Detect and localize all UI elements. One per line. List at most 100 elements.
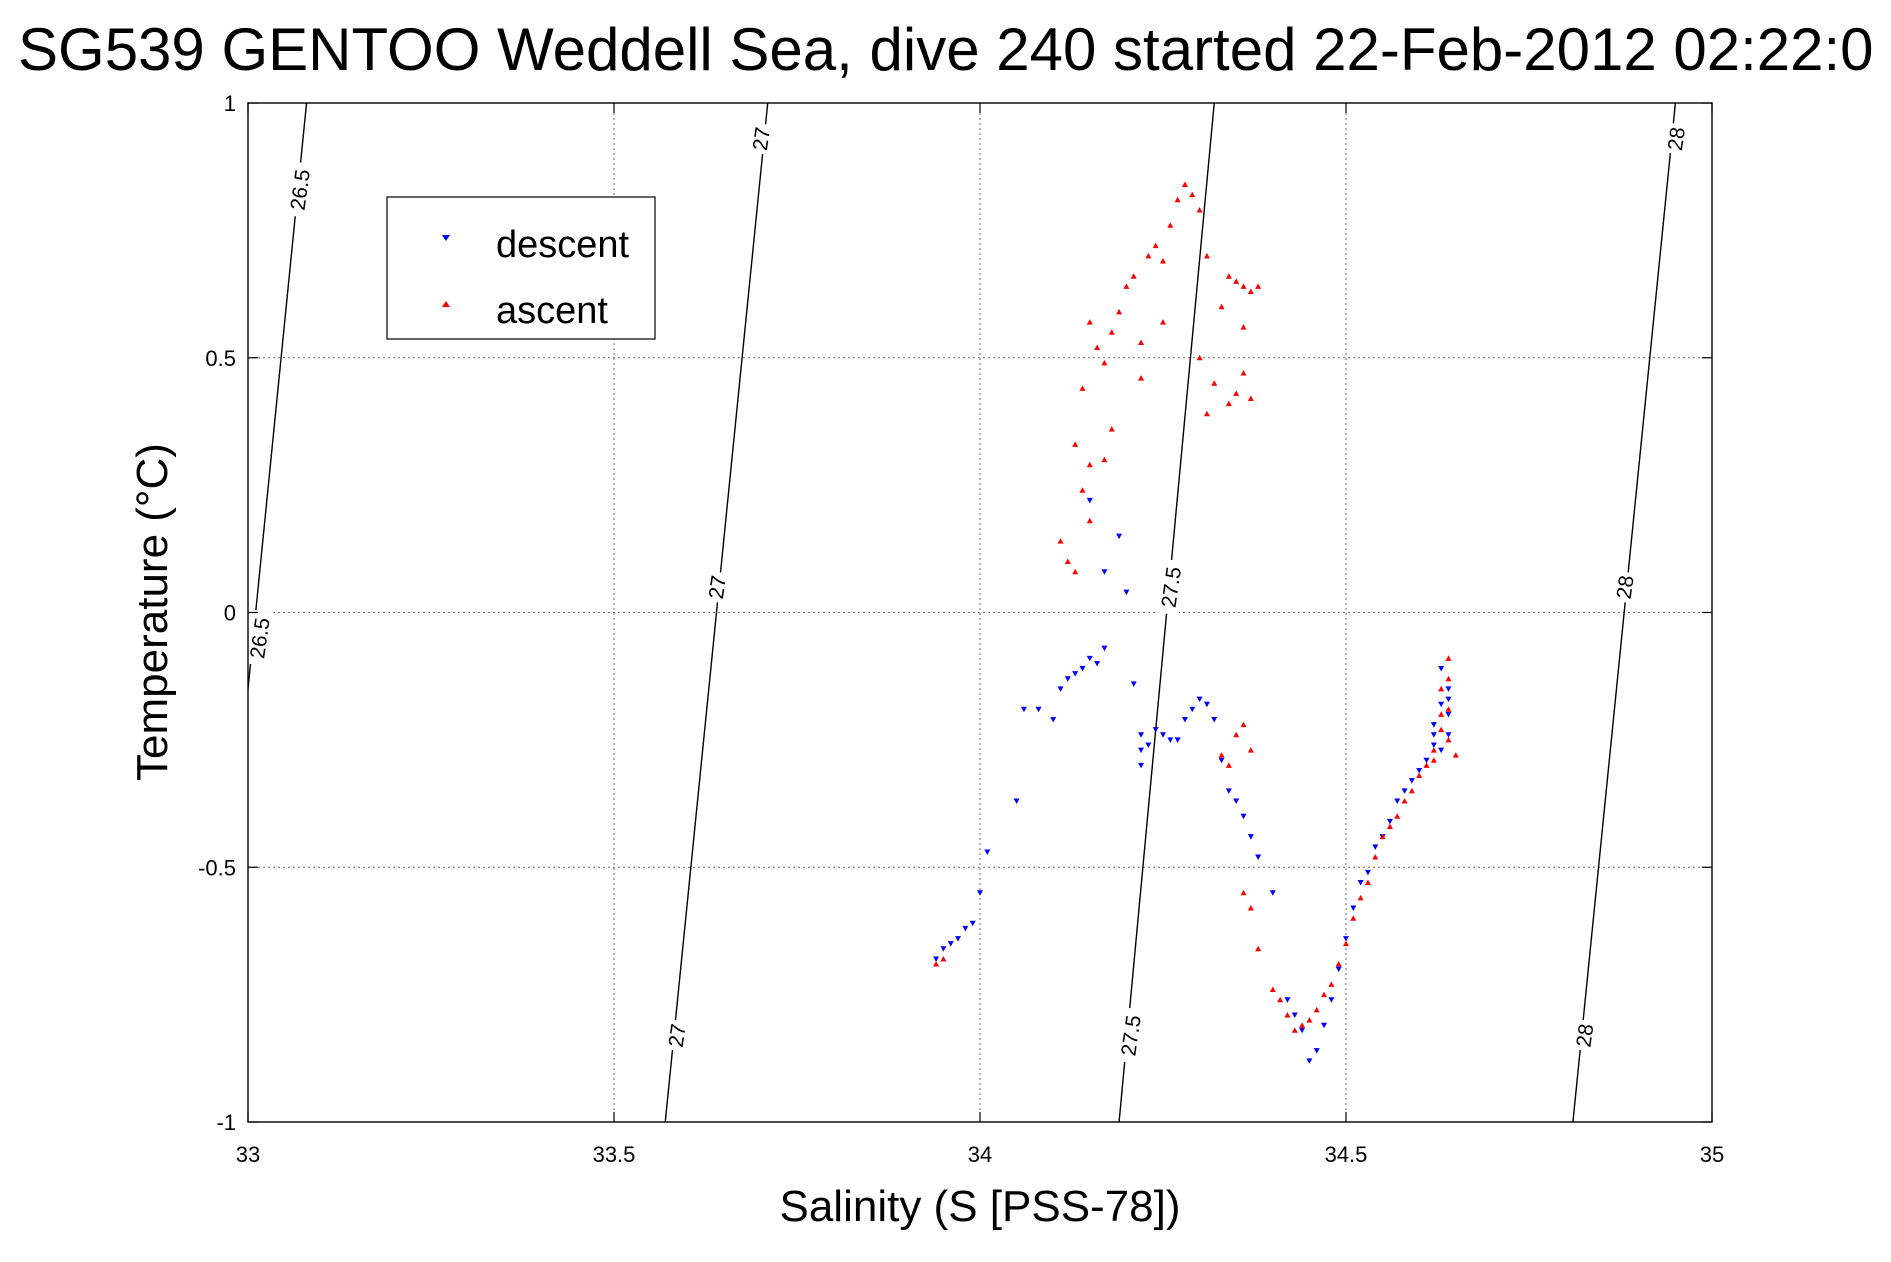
ascent-point (1225, 762, 1232, 768)
contour-label-text: 26.5 (246, 616, 274, 660)
descent-point (984, 849, 991, 855)
contour-label: 27.5 (1114, 1006, 1146, 1064)
ascent-point (1291, 1027, 1298, 1033)
descent-point (1240, 813, 1247, 820)
contour-label-bg (746, 122, 775, 156)
descent-point (1313, 1048, 1320, 1054)
ascent-point (1196, 354, 1203, 361)
descent-point (1138, 732, 1145, 738)
ascent-point (1123, 283, 1130, 289)
ascent-point (1306, 1017, 1313, 1023)
ascent-point (1079, 487, 1086, 493)
legend-label-descent: descent (496, 224, 630, 266)
descent-point (1086, 497, 1093, 504)
ascent-point (1452, 752, 1459, 758)
contour-label-text: 28 (1664, 126, 1690, 152)
contour-label-text: 27 (665, 1022, 691, 1048)
ascent-point (1225, 400, 1232, 407)
descent-point (1430, 742, 1437, 748)
descent-point (1116, 533, 1123, 540)
ascent-point (1313, 1006, 1320, 1013)
legend: descent ascent (386, 196, 656, 340)
contour-label-bg (1661, 122, 1690, 156)
descent-point (1343, 936, 1349, 942)
ascent-point (1255, 945, 1262, 952)
descent-point (1138, 747, 1145, 754)
descent-point (1130, 681, 1137, 687)
ascent-point (1174, 196, 1181, 203)
contour-label-text: 28 (1613, 574, 1639, 600)
descent-point (1430, 722, 1437, 728)
descent-point (1050, 716, 1057, 723)
contour-label: 27 (662, 1018, 691, 1052)
descent-point (1445, 732, 1452, 738)
density-contours: 26.5 26.5 27 27 27 27.5 27.5 28 28 28 (243, 103, 1690, 1122)
ascent-point (1240, 889, 1247, 896)
ascent-point (1247, 747, 1254, 753)
contour-label-text: 27.5 (1158, 565, 1186, 609)
contour-label: 26.5 (243, 609, 275, 667)
descent-point (1145, 742, 1152, 748)
contour-label: 28 (1569, 1018, 1598, 1052)
y-tick-label: 0 (224, 601, 236, 626)
contour-label-bg (1610, 570, 1639, 604)
contour-label: 27.5 (1154, 558, 1186, 616)
ascent-point (1394, 813, 1401, 819)
ascent-point (1328, 981, 1335, 987)
x-tick-label: 33.5 (593, 1142, 636, 1167)
contour-label-bg (1114, 1006, 1146, 1064)
ascent-point (1086, 319, 1093, 325)
descent-point (962, 925, 969, 932)
ascent-point (1240, 370, 1247, 376)
contour-label-text: 27 (705, 574, 731, 600)
descent-point (1057, 686, 1064, 692)
ascent-point (1079, 385, 1086, 391)
descent-point (1416, 767, 1423, 774)
descent-point (1072, 671, 1079, 677)
x-tick-label: 35 (1700, 1142, 1724, 1167)
descent-point (1035, 706, 1042, 713)
contour-label: 28 (1610, 570, 1639, 604)
ascent-point (1145, 252, 1152, 259)
contour-label: 26.5 (283, 161, 315, 219)
ascent-point (1423, 762, 1430, 768)
descent-point (933, 956, 940, 962)
ascent-point (1233, 390, 1240, 396)
descent-point (1299, 1027, 1306, 1034)
descent-point (1123, 589, 1130, 596)
ascent-point (1379, 833, 1386, 840)
ascent-point (1211, 380, 1218, 386)
chart-title: SG539 GENTOO Weddell Sea, dive 240 start… (18, 16, 1874, 83)
ascent-point (1350, 915, 1357, 921)
ascent-point (1299, 1022, 1306, 1028)
y-tick-label: -1 (216, 1110, 236, 1135)
contour-label: 27 (702, 570, 731, 604)
contour-label-bg (1154, 558, 1186, 616)
ascent-point (1247, 395, 1254, 402)
contour-label: 27 (746, 122, 775, 156)
ascent-point (1284, 1012, 1291, 1018)
descent-point (1401, 788, 1408, 794)
descent-point (1174, 737, 1181, 743)
ascent-point (1269, 986, 1276, 993)
ascent-point (1196, 206, 1203, 213)
ascent-point (1057, 538, 1064, 544)
ascent-point (1225, 273, 1232, 279)
ascent-point (1152, 242, 1159, 249)
ascent-point (1416, 772, 1423, 779)
ascent-point (1321, 991, 1328, 998)
descent-point (1086, 655, 1093, 662)
contour-label-text: 27 (749, 126, 775, 152)
descent-point (1386, 818, 1393, 825)
density-contour-28 (1572, 103, 1677, 1122)
descent-point (1438, 666, 1445, 672)
y-axis-label: Temperature (°C) (128, 443, 177, 781)
ascent-point (1203, 252, 1210, 259)
descent-point (1269, 890, 1276, 896)
ascent-point (1101, 456, 1108, 463)
contour-label-text: 27.5 (1117, 1014, 1145, 1058)
ascent-point (1277, 996, 1284, 1003)
data-points (933, 181, 1459, 1064)
ascent-point (1094, 344, 1101, 351)
